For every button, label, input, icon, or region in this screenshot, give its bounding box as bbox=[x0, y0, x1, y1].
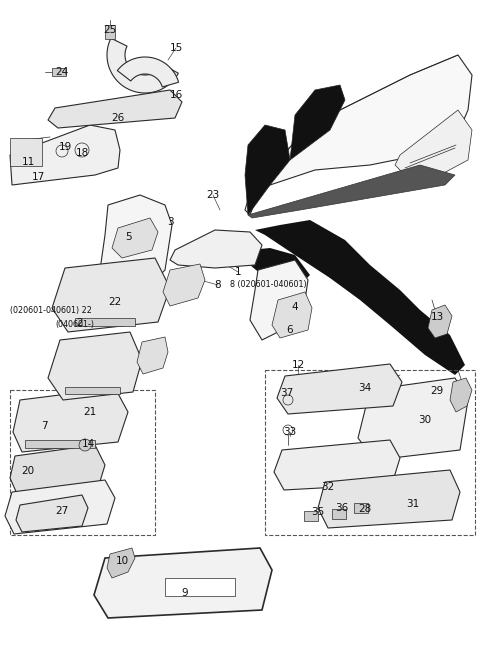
Polygon shape bbox=[272, 292, 312, 338]
Bar bbox=[165, 578, 235, 596]
Polygon shape bbox=[395, 110, 472, 175]
Text: 32: 32 bbox=[322, 482, 335, 492]
Polygon shape bbox=[248, 165, 455, 218]
Text: 24: 24 bbox=[55, 67, 69, 77]
Text: 36: 36 bbox=[336, 503, 348, 513]
Bar bbox=[10, 138, 42, 166]
Polygon shape bbox=[170, 230, 262, 268]
Text: 31: 31 bbox=[407, 499, 420, 509]
Polygon shape bbox=[277, 364, 402, 414]
Bar bbox=[265, 370, 475, 535]
Polygon shape bbox=[245, 125, 290, 215]
Polygon shape bbox=[245, 55, 472, 215]
Text: 3: 3 bbox=[167, 217, 173, 227]
Bar bbox=[65, 387, 120, 394]
Bar bbox=[105, 25, 115, 39]
Text: 26: 26 bbox=[111, 113, 125, 123]
Bar bbox=[332, 509, 346, 519]
Text: 6: 6 bbox=[287, 325, 293, 335]
Text: 33: 33 bbox=[283, 427, 297, 437]
Text: (040601-): (040601-) bbox=[55, 321, 94, 329]
Polygon shape bbox=[10, 445, 105, 496]
Text: 9: 9 bbox=[182, 588, 188, 598]
Polygon shape bbox=[137, 337, 168, 374]
Polygon shape bbox=[255, 220, 465, 375]
Polygon shape bbox=[107, 38, 179, 93]
Text: 35: 35 bbox=[312, 507, 324, 517]
Text: 4: 4 bbox=[292, 302, 298, 312]
Text: 12: 12 bbox=[291, 360, 305, 370]
Text: 13: 13 bbox=[431, 312, 444, 322]
Text: 1: 1 bbox=[235, 267, 241, 277]
Text: 2: 2 bbox=[77, 318, 84, 328]
Text: 11: 11 bbox=[22, 157, 35, 167]
Text: 27: 27 bbox=[55, 506, 69, 516]
Text: 14: 14 bbox=[82, 439, 95, 449]
Text: 30: 30 bbox=[419, 415, 432, 425]
Circle shape bbox=[79, 439, 91, 451]
Text: 29: 29 bbox=[431, 386, 444, 396]
Polygon shape bbox=[318, 470, 460, 528]
Polygon shape bbox=[428, 305, 452, 338]
Polygon shape bbox=[107, 548, 135, 578]
Text: 37: 37 bbox=[280, 388, 294, 398]
Bar bbox=[304, 511, 318, 521]
Text: 16: 16 bbox=[169, 90, 182, 100]
Polygon shape bbox=[163, 264, 205, 306]
Polygon shape bbox=[450, 378, 472, 412]
Polygon shape bbox=[5, 480, 115, 534]
Polygon shape bbox=[358, 378, 468, 460]
Text: 23: 23 bbox=[206, 190, 220, 200]
Text: (020601-040601) 22: (020601-040601) 22 bbox=[10, 306, 92, 314]
Polygon shape bbox=[250, 248, 310, 290]
Polygon shape bbox=[250, 260, 308, 340]
Text: 17: 17 bbox=[31, 172, 45, 182]
Polygon shape bbox=[10, 125, 120, 185]
Text: 20: 20 bbox=[22, 466, 35, 476]
Polygon shape bbox=[94, 548, 272, 618]
Text: 25: 25 bbox=[103, 25, 117, 35]
Text: 10: 10 bbox=[115, 556, 129, 566]
Text: 22: 22 bbox=[108, 297, 121, 307]
Bar bbox=[75, 318, 135, 326]
Polygon shape bbox=[112, 218, 158, 258]
Text: 18: 18 bbox=[75, 148, 89, 158]
Polygon shape bbox=[117, 57, 179, 87]
Bar bbox=[25, 440, 95, 448]
Text: 19: 19 bbox=[59, 142, 72, 152]
Polygon shape bbox=[274, 440, 400, 490]
Polygon shape bbox=[52, 258, 170, 332]
Polygon shape bbox=[16, 495, 88, 532]
Polygon shape bbox=[290, 85, 345, 160]
Text: 8: 8 bbox=[215, 280, 221, 290]
Text: 7: 7 bbox=[41, 421, 48, 431]
Bar bbox=[52, 68, 66, 76]
Text: 28: 28 bbox=[359, 504, 372, 514]
Text: 34: 34 bbox=[359, 383, 372, 393]
Text: 5: 5 bbox=[125, 232, 132, 242]
Text: 15: 15 bbox=[169, 43, 182, 53]
Bar bbox=[10, 390, 155, 535]
Text: 8 (020601-040601): 8 (020601-040601) bbox=[230, 281, 307, 289]
Polygon shape bbox=[48, 332, 142, 400]
Polygon shape bbox=[100, 195, 172, 295]
Polygon shape bbox=[48, 90, 182, 128]
Polygon shape bbox=[13, 388, 128, 452]
Bar bbox=[354, 503, 368, 513]
Text: 21: 21 bbox=[84, 407, 96, 417]
